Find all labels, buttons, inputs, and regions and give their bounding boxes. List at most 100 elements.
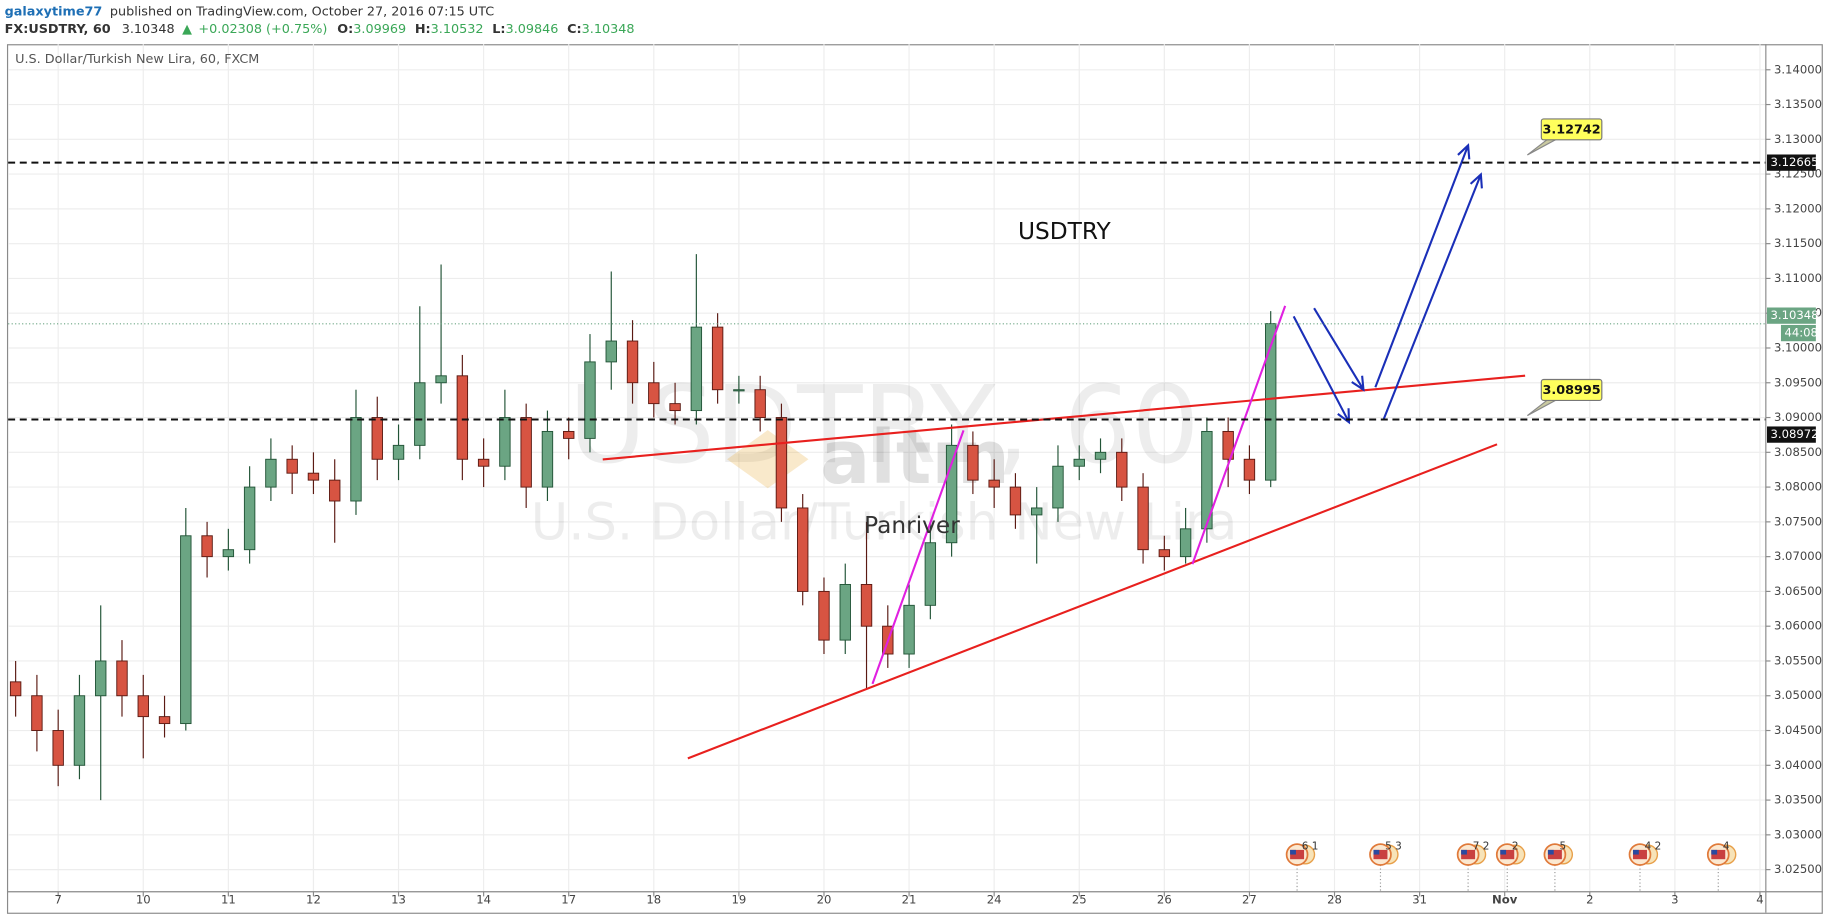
- x-tick-label: 18: [646, 892, 661, 906]
- candle-body: [541, 430, 554, 488]
- watermark-description: U.S. Dollar/Turkish New Lira: [531, 494, 1238, 553]
- event-flag: [1290, 849, 1305, 860]
- arrow: [1374, 143, 1471, 388]
- x-tick-label: Nov: [1492, 892, 1518, 906]
- event-count: 4: [1723, 840, 1730, 852]
- x-tick-label: 27: [1242, 892, 1257, 906]
- ohlc-value: 3.10348: [582, 22, 635, 37]
- y-tick-label: 3.12000: [1774, 201, 1822, 215]
- candle-body: [605, 340, 617, 363]
- event-flag: [1633, 849, 1639, 855]
- author[interactable]: galaxytime77: [5, 4, 103, 19]
- candle-body: [1265, 323, 1277, 481]
- x-tick-label: 31: [1412, 892, 1427, 906]
- candle-body: [967, 444, 979, 481]
- candle-body: [329, 479, 341, 502]
- y-tick-label: 3.05000: [1774, 688, 1822, 702]
- y-tick-label: 3.06500: [1774, 584, 1822, 598]
- candle-body: [286, 458, 298, 474]
- candle-body: [73, 695, 86, 766]
- trend-line: [687, 443, 1498, 760]
- callout-pointer: [1527, 138, 1558, 156]
- candle-body: [222, 549, 235, 558]
- candle-body: [265, 458, 277, 488]
- x-tick-label: 7: [54, 892, 61, 906]
- last-price-label: 3.10348: [1770, 308, 1818, 322]
- candle-body: [477, 458, 490, 467]
- watermark-symbol: USDTRY, 60: [569, 364, 1200, 488]
- y-tick-label: 3.10000: [1774, 340, 1822, 354]
- candle-body: [1094, 451, 1107, 460]
- y-tick-label: 3.03000: [1774, 827, 1822, 841]
- candle-body: [860, 583, 873, 627]
- candle-body: [31, 695, 43, 731]
- candle-body: [754, 389, 766, 419]
- event-flag: [1633, 849, 1647, 860]
- candle-body: [1052, 465, 1064, 509]
- candle-body: [9, 681, 22, 697]
- x-tick-label: 3: [1671, 892, 1678, 906]
- trend-line: [871, 429, 965, 685]
- candle-body: [711, 326, 724, 391]
- candle-body: [1116, 451, 1128, 488]
- countdown: 44:08: [1784, 326, 1817, 340]
- candle-body: [180, 535, 192, 725]
- candle-body: [1031, 507, 1043, 516]
- symbol-line: FX:USDTRY, 60 3.10348 ▲ +0.02308 (+0.75%…: [5, 22, 635, 37]
- candle-body: [584, 361, 596, 439]
- event-count: 6 1: [1302, 840, 1319, 852]
- candle-body: [818, 590, 830, 641]
- y-tick-label: 3.14000: [1774, 62, 1822, 76]
- x-tick-label: 11: [221, 892, 236, 906]
- candle-body: [1222, 430, 1234, 460]
- candle-body: [116, 660, 128, 697]
- candle-body: [1158, 549, 1171, 558]
- grid: [8, 44, 1766, 892]
- candle-body: [988, 479, 1000, 488]
- callout-label: 3.12742: [1542, 122, 1600, 137]
- candle-body: [563, 430, 575, 439]
- x-tick-label: 20: [817, 892, 832, 906]
- arrow: ▲: [182, 22, 192, 37]
- y-tick-label: 3.11500: [1774, 236, 1822, 250]
- annotation: USDTRY: [1018, 218, 1112, 245]
- y-tick-label: 3.07500: [1774, 514, 1822, 528]
- x-tick-label: 10: [136, 892, 151, 906]
- candle-body: [350, 417, 362, 502]
- y-tick-label: 3.04500: [1774, 723, 1822, 737]
- x-tick-label: 21: [902, 892, 917, 906]
- event-count: 2: [1512, 840, 1519, 852]
- x-tick-label: 13: [391, 892, 406, 906]
- trend-line: [602, 374, 1526, 461]
- y-tick-label: 3.08000: [1774, 480, 1822, 494]
- arrow: [1382, 172, 1483, 420]
- y-tick-label: 3.02500: [1774, 862, 1822, 876]
- candle-body: [1243, 458, 1256, 481]
- candle-body: [201, 535, 213, 558]
- last: 3.10348: [122, 22, 175, 37]
- y-tick-label: 3.08500: [1774, 445, 1822, 459]
- y-tick-label: 3.13500: [1774, 97, 1822, 111]
- x-tick-label: 28: [1327, 892, 1342, 906]
- event-flag: [1373, 849, 1380, 855]
- arrow: [1292, 315, 1351, 425]
- candle-body: [924, 542, 937, 606]
- watermark: USDTRY, 60 U.S. Dollar/Turkish New Lira …: [531, 364, 1238, 553]
- candle-body: [1179, 528, 1192, 558]
- annotation: Panriver: [864, 512, 960, 539]
- candle-body: [414, 382, 426, 446]
- ohlc-value: 3.10532: [431, 22, 484, 37]
- event-count: 4 2: [1645, 840, 1662, 852]
- x-tick-label: 24: [987, 892, 1002, 906]
- price-axis-label-box: [1767, 426, 1816, 443]
- x-tick-label: 19: [731, 892, 746, 906]
- header-line: galaxytime77 published on TradingView.co…: [5, 4, 495, 19]
- y-tick-label: 3.06000: [1774, 619, 1822, 633]
- candle-body: [158, 716, 171, 725]
- x-tick-label: 2: [1586, 892, 1593, 906]
- candle-body: [626, 340, 639, 384]
- candle-body: [1073, 458, 1085, 467]
- event-flag: [1500, 849, 1515, 860]
